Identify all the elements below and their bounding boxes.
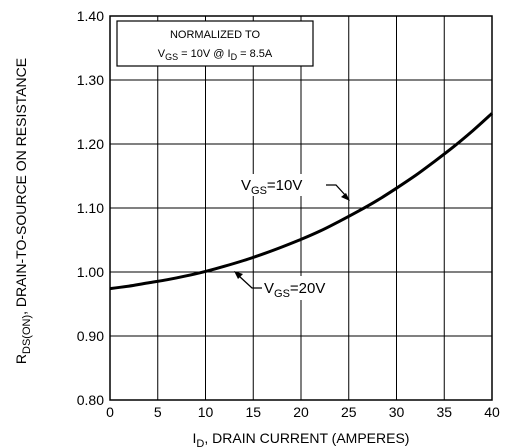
y-axis-title: RDS(ON), DRAIN-TO-SOURCE ON RESISTANCE [13, 58, 33, 364]
annotation-vgs-20v-label: VGS=20V [264, 280, 325, 300]
x-tick-label: 20 [293, 404, 309, 420]
y-tick-label: 1.20 [77, 136, 104, 152]
annotation-vgs-20v: VGS=20V [234, 271, 348, 300]
x-tick-label: 10 [198, 404, 214, 420]
annotation-vgs-20v-bg [262, 276, 348, 300]
annotation-vgs-20v-leader [238, 275, 262, 289]
x-axis: 0 5 10 15 20 25 30 35 40 [106, 404, 500, 420]
x-tick-label: 40 [484, 404, 500, 420]
annotation-vgs-10v-label: VGS=10V [241, 177, 302, 197]
x-tick-label: 15 [245, 404, 261, 420]
y-tick-label: 1.10 [77, 200, 104, 216]
normalization-line1: NORMALIZED TO [170, 29, 260, 41]
grid [110, 16, 492, 400]
annotation-vgs-10v-bg [240, 174, 326, 196]
annotation-vgs-20v-arrowhead [234, 271, 243, 279]
x-tick-label: 5 [154, 404, 162, 420]
y-axis: 0.80 0.90 1.00 1.10 1.20 1.30 1.40 [77, 8, 104, 408]
x-tick-label: 35 [436, 404, 452, 420]
normalization-box-frame [116, 20, 314, 67]
y-tick-label: 0.80 [77, 392, 104, 408]
normalization-line2: VGS = 10V @ ID = 8.5A [158, 48, 273, 62]
y-tick-label: 1.30 [77, 72, 104, 88]
normalization-box: NORMALIZED TO VGS = 10V @ ID = 8.5A [116, 20, 314, 67]
annotation-vgs-10v: VGS=10V [240, 174, 350, 201]
plot-frame [109, 15, 493, 401]
y-tick-label: 1.00 [77, 264, 104, 280]
annotation-vgs-10v-arrowhead [341, 193, 350, 201]
x-tick-label: 25 [341, 404, 357, 420]
x-axis-title: ID, DRAIN CURRENT (AMPERES) [193, 430, 410, 448]
y-tick-label: 0.90 [77, 328, 104, 344]
x-tick-label: 30 [389, 404, 405, 420]
series-line [109, 112, 494, 291]
x-tick-label: 0 [106, 404, 114, 420]
y-tick-label: 1.40 [77, 8, 104, 24]
annotation-vgs-10v-leader [326, 184, 347, 197]
